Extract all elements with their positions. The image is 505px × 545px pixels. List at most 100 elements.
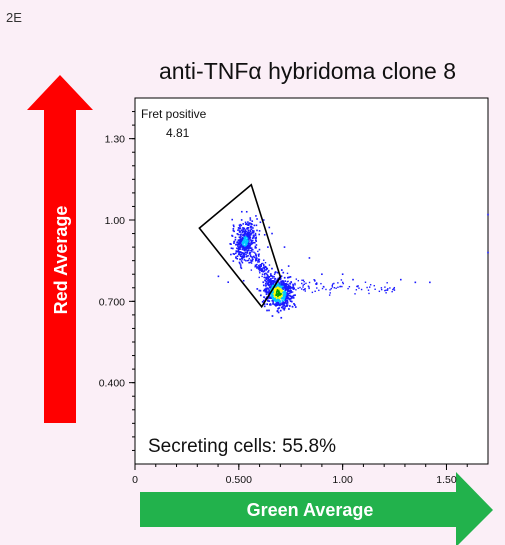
y-tick-label: 0.400 [99, 378, 125, 390]
data-point [254, 252, 256, 254]
data-point [257, 268, 260, 270]
data-point [272, 283, 274, 285]
data-point [389, 287, 391, 289]
data-point [246, 237, 249, 239]
data-point [253, 251, 255, 253]
data-point [244, 236, 247, 238]
data-point [258, 264, 260, 267]
data-point [268, 278, 271, 281]
data-point [264, 266, 267, 268]
data-point [245, 239, 248, 241]
data-point [250, 269, 253, 271]
data-point [240, 246, 242, 248]
data-point [237, 245, 239, 248]
data-point [263, 276, 265, 279]
data-point [240, 243, 242, 246]
data-point [268, 290, 270, 293]
data-point [291, 295, 294, 298]
data-point [278, 287, 281, 289]
data-point [267, 246, 269, 248]
data-point [337, 282, 339, 284]
data-point [261, 262, 263, 265]
data-point [281, 299, 284, 302]
data-point [272, 302, 274, 305]
data-point [248, 236, 250, 239]
data-point [284, 305, 287, 308]
data-point [274, 304, 277, 307]
secreting-annotation: Secreting cells: 55.8% [148, 436, 336, 457]
data-point [284, 300, 287, 303]
data-point [245, 259, 247, 262]
data-point [285, 305, 288, 307]
data-point [241, 261, 244, 264]
data-point [295, 289, 297, 291]
data-point [340, 279, 343, 281]
data-point [247, 234, 249, 236]
data-point [257, 261, 259, 263]
data-point [297, 279, 300, 282]
data-point [270, 284, 273, 287]
data-point [238, 227, 241, 230]
data-point [282, 295, 285, 298]
data-point [321, 273, 323, 276]
data-point [320, 282, 322, 285]
data-point [258, 255, 260, 257]
data-point [269, 281, 271, 283]
data-point [236, 257, 239, 260]
data-point [250, 243, 252, 245]
data-point [267, 287, 269, 290]
data-point [393, 289, 396, 291]
data-point [262, 270, 264, 272]
data-point [274, 297, 276, 300]
data-point [271, 295, 274, 298]
data-point [248, 242, 251, 245]
data-point [245, 240, 248, 242]
data-point [237, 247, 240, 249]
data-point [339, 285, 342, 288]
data-point [264, 289, 267, 292]
data-point [254, 232, 257, 235]
data-point [273, 280, 276, 283]
data-point [247, 229, 250, 232]
data-point [247, 243, 250, 245]
data-point [250, 249, 252, 252]
data-point [238, 239, 241, 242]
data-point [233, 242, 235, 245]
data-point [284, 291, 286, 294]
data-point [280, 284, 282, 286]
data-point [240, 229, 243, 232]
data-point [270, 282, 273, 285]
gate-polygon[interactable] [198, 183, 282, 309]
data-point [259, 266, 261, 268]
data-point [240, 267, 243, 270]
data-point [284, 292, 287, 295]
data-point [246, 234, 248, 237]
data-point [243, 259, 246, 261]
x-tick-label: 0.500 [226, 474, 252, 486]
data-point [288, 308, 290, 310]
data-point [289, 289, 292, 292]
data-point [292, 284, 295, 287]
data-point [302, 289, 305, 291]
data-point [244, 223, 247, 225]
data-points [217, 210, 489, 319]
data-point [262, 262, 264, 265]
data-point [240, 244, 243, 246]
data-point [284, 301, 287, 304]
data-point [251, 229, 254, 232]
data-point [262, 271, 264, 273]
data-point [287, 286, 289, 289]
data-point [263, 266, 265, 268]
data-point [285, 282, 287, 285]
data-point [246, 241, 249, 243]
data-point [242, 253, 245, 256]
data-point [288, 285, 291, 288]
data-point [282, 306, 284, 308]
data-point [232, 247, 234, 250]
data-point [275, 300, 277, 303]
data-point [290, 300, 293, 303]
data-point [232, 252, 235, 255]
data-point [267, 279, 269, 281]
data-point [288, 298, 291, 301]
data-point [386, 289, 389, 291]
